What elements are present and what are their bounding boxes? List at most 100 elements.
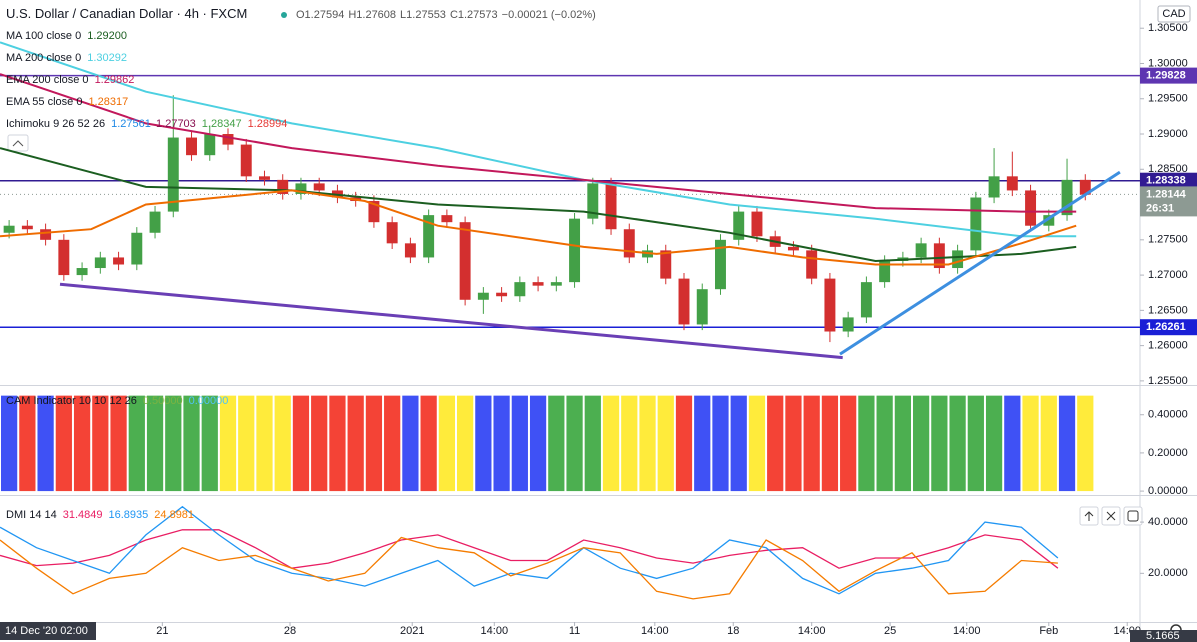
quote: O1.27594 H1.27608 L1.27553 C1.27573 −0.00021…	[296, 9, 596, 21]
candle-body	[40, 229, 52, 240]
candle-body	[569, 218, 581, 283]
candle-body	[952, 250, 964, 269]
maximize-button[interactable]	[1123, 506, 1143, 526]
price-label-box	[1140, 186, 1197, 217]
indicator-bar	[73, 395, 91, 492]
y-tick-label: 1.30500	[1148, 22, 1188, 34]
y-tick-label: 20.0000	[1148, 567, 1188, 579]
candle-body	[204, 134, 216, 156]
indicator-bar	[639, 395, 656, 492]
x-tick-label: 18	[727, 625, 739, 637]
y-tick-label: 1.29500	[1148, 93, 1188, 105]
indicator-bar	[748, 395, 766, 492]
close-icon	[1106, 511, 1116, 521]
indicator-bar	[931, 395, 948, 492]
cursor-label: 14 Dec '20 02:00	[5, 625, 88, 637]
indicator-bar	[1058, 395, 1076, 492]
candle-body	[824, 278, 836, 332]
indicator-bar	[183, 395, 200, 492]
legend-name: EMA 200 close 0	[6, 74, 89, 86]
pane-buttons	[1079, 506, 1143, 526]
indicator-bar	[821, 395, 839, 492]
indicator-bar	[529, 395, 547, 492]
indicator-bar	[985, 395, 1003, 492]
candle-body	[459, 222, 471, 300]
indicator-bar	[876, 395, 893, 492]
legend-name: DMI 14 14	[6, 509, 57, 521]
indicator-bar	[274, 395, 291, 492]
price-label-box	[1140, 67, 1197, 84]
indicator-bar	[238, 395, 255, 492]
y-tick-label: 0.40000	[1148, 409, 1188, 421]
currency: CAD	[1162, 8, 1185, 20]
price-label-box	[1140, 319, 1197, 336]
indicator-bar	[967, 395, 984, 492]
moving-average-line	[0, 189, 1077, 266]
candle-body	[696, 289, 708, 325]
indicator-bar	[548, 395, 565, 492]
symbol-title: U.S. Dollar / Canadian Dollar · 4h · FXC…	[6, 6, 247, 21]
indicator-bar	[457, 395, 474, 492]
legend-entry: Ichimoku 9 26 52 26 1.27561 1.27703 1.28347…	[6, 118, 287, 130]
legend-name: CAM Indicator 10 10 12 26	[6, 395, 137, 407]
y-tick-label: 1.30000	[1148, 57, 1188, 69]
indicator-bar	[110, 395, 127, 492]
indicator-line	[0, 505, 1059, 595]
collapse-button[interactable]	[7, 134, 29, 152]
candle-body	[988, 176, 1000, 198]
candle-body	[186, 137, 197, 156]
candle-body	[587, 183, 599, 219]
indicator-bar	[949, 395, 966, 492]
y-tick-label: 1.26000	[1148, 340, 1188, 352]
candle-body	[404, 243, 416, 258]
candle-body	[21, 225, 33, 230]
candle-body	[113, 257, 125, 265]
indicator-bar	[858, 395, 875, 492]
indicator-bar	[475, 395, 492, 492]
indicator-bar	[37, 395, 54, 492]
indicator-bar	[19, 395, 36, 492]
x-tick-label: 14:00	[798, 625, 826, 637]
legend-name: Ichimoku 9 26 52 26	[6, 118, 105, 130]
indicator-bar	[621, 395, 638, 492]
indicator-bar	[128, 395, 145, 492]
candle-body	[532, 282, 544, 286]
legend-value: 0.00000	[189, 395, 229, 407]
price-label: 1.26261	[1146, 321, 1186, 333]
y-tick-label: 1.25500	[1148, 375, 1188, 387]
arrow-icon	[1084, 511, 1094, 521]
quote-value: −0.00021 (−0.02%)	[502, 9, 596, 21]
indicator-bar	[347, 395, 364, 492]
candle-body	[496, 292, 508, 297]
y-tick-label: 1.28500	[1148, 163, 1188, 175]
indicator-bar	[566, 395, 583, 492]
market-status-dot	[281, 12, 287, 18]
candle-body	[605, 183, 617, 230]
candle-body	[477, 292, 489, 300]
candle-body	[514, 282, 526, 297]
indicator-bar	[730, 395, 747, 492]
x-tick-label: 14:00	[953, 625, 981, 637]
indicator-bar	[329, 395, 346, 492]
indicator-bar	[92, 395, 109, 492]
legend-entry: EMA 200 close 0 1.29862	[6, 74, 134, 86]
indicator-bar	[1004, 395, 1021, 492]
indicator-bar	[292, 395, 310, 492]
currency-box[interactable]	[1157, 5, 1191, 23]
indicator-bar	[1, 395, 18, 492]
candle-body	[550, 282, 562, 286]
y-tick-label: 40.0000	[1148, 516, 1188, 528]
indicator-bar	[712, 395, 729, 492]
candle-body	[787, 246, 799, 251]
collapse-icon	[12, 140, 24, 147]
candle-body	[806, 250, 818, 279]
legend-value: 1.28347	[202, 118, 242, 130]
indicator-bar	[1040, 395, 1057, 492]
candle-body	[1025, 190, 1037, 226]
indicator-bar	[602, 395, 620, 492]
indicator-bar	[256, 395, 273, 492]
indicator-bar	[402, 395, 419, 492]
legend-value: 1.28994	[248, 118, 288, 130]
